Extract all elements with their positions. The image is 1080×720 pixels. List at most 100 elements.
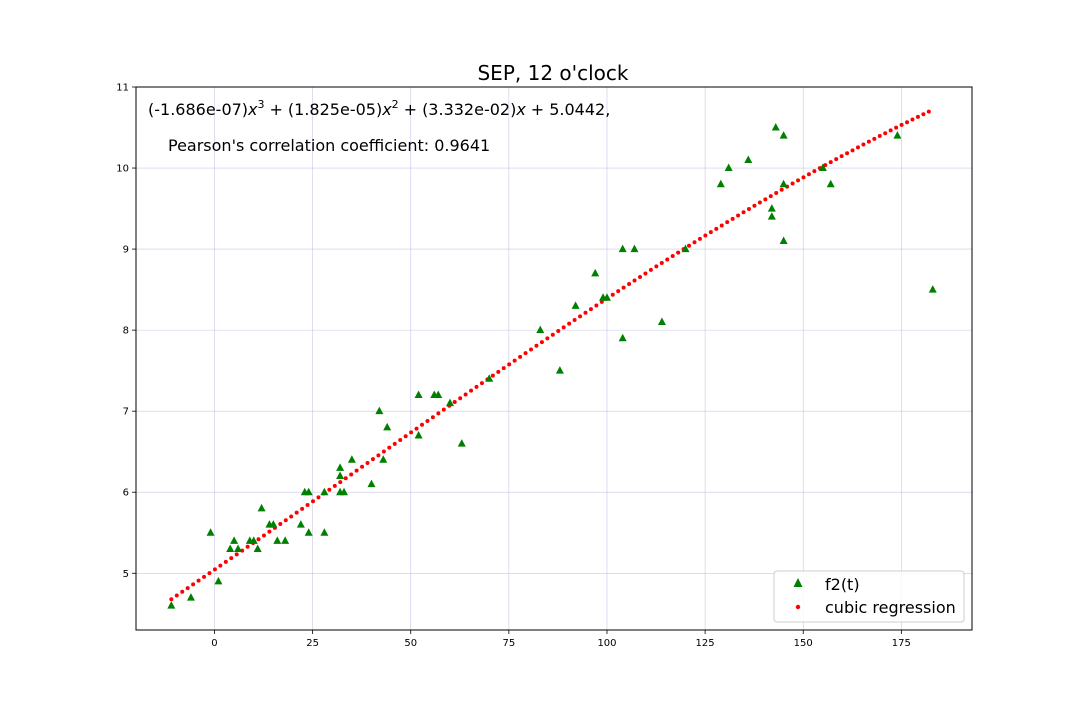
- x-tick-label: 100: [597, 638, 616, 649]
- regression-point: [730, 216, 735, 221]
- f2-point: [206, 528, 215, 536]
- regression-point: [648, 267, 653, 272]
- f2-point: [779, 236, 788, 244]
- y-tick-label: 8: [123, 326, 129, 337]
- regression-point: [518, 354, 523, 359]
- regression-point: [910, 117, 915, 122]
- regression-point: [561, 325, 566, 330]
- regression-point: [212, 567, 217, 572]
- regression-point: [774, 190, 779, 195]
- regression-point: [430, 415, 435, 420]
- f2-point: [716, 179, 725, 188]
- regression-point: [311, 499, 316, 504]
- regression-point: [452, 400, 457, 405]
- f2-point: [320, 487, 329, 496]
- f2-point: [618, 333, 627, 342]
- regression-point: [425, 418, 430, 423]
- regression-point: [550, 332, 555, 337]
- regression-point: [599, 299, 604, 304]
- f2-point: [767, 212, 776, 220]
- f2-point: [767, 204, 776, 212]
- regression-point: [757, 200, 762, 205]
- regression-point: [223, 559, 228, 564]
- regression-point: [174, 593, 179, 598]
- regression-point: [866, 139, 871, 144]
- f2-point: [347, 455, 356, 463]
- regression-point: [409, 430, 414, 435]
- regression-point: [398, 438, 403, 443]
- y-tick-label: 6: [123, 488, 129, 499]
- regression-point: [305, 503, 310, 508]
- regression-point: [256, 537, 261, 542]
- x-tick-label: 25: [306, 638, 319, 649]
- regression-point: [806, 172, 811, 177]
- regression-point: [850, 148, 855, 153]
- regression-point: [267, 529, 272, 534]
- regression-point: [779, 187, 784, 192]
- legend-label-regression: cubic regression: [825, 598, 956, 617]
- regression-point: [283, 518, 288, 523]
- regression-point: [616, 289, 621, 294]
- f2-point: [379, 455, 388, 463]
- f2-point: [320, 528, 329, 536]
- f2-point: [253, 544, 262, 552]
- regression-point: [643, 271, 648, 276]
- f2-point: [555, 366, 564, 374]
- regression-point: [261, 533, 266, 538]
- f2-point: [336, 463, 345, 471]
- regression-point: [185, 586, 190, 591]
- regression-point: [387, 445, 392, 450]
- f2-point: [375, 406, 384, 415]
- regression-point: [207, 571, 212, 576]
- equation-p2: 2: [392, 98, 399, 111]
- regression-point: [534, 343, 539, 348]
- f2-point: [414, 430, 423, 439]
- regression-point: [915, 114, 920, 119]
- regression-point: [872, 136, 877, 141]
- x-tick-label: 75: [502, 638, 515, 649]
- regression-point: [458, 396, 463, 401]
- f2-point: [657, 317, 666, 326]
- regression-point: [278, 522, 283, 527]
- regression-point: [627, 282, 632, 287]
- regression-point: [654, 264, 659, 269]
- equation-var: x: [247, 100, 258, 119]
- f2-point: [485, 374, 494, 382]
- regression-point: [687, 243, 692, 248]
- regression-point: [692, 240, 697, 245]
- regression-point: [703, 233, 708, 238]
- regression-point: [883, 131, 888, 136]
- f2-point: [273, 536, 282, 544]
- regression-point: [496, 369, 501, 374]
- f2-point: [214, 576, 223, 585]
- regression-point: [360, 464, 365, 469]
- regression-point: [719, 223, 724, 228]
- regression-point: [196, 578, 201, 583]
- regression-point: [790, 181, 795, 186]
- regression-point: [736, 213, 741, 218]
- regression-point: [823, 163, 828, 168]
- regression-point: [229, 556, 234, 561]
- f2-point: [269, 520, 278, 528]
- x-tick-label: 150: [794, 638, 813, 649]
- legend-box: [773, 570, 965, 623]
- f2-point: [304, 528, 313, 536]
- regression-point: [894, 125, 899, 130]
- y-tick-label: 9: [123, 245, 129, 256]
- regression-point: [659, 260, 664, 265]
- regression-point: [861, 142, 866, 147]
- x-axis: 0 25 50 75 100 125 150 175: [211, 630, 911, 649]
- legend-triangle-icon: [793, 578, 803, 587]
- plot-frame: [135, 86, 973, 631]
- regression-point: [523, 351, 528, 356]
- f2-point: [536, 325, 545, 334]
- f2-point: [630, 244, 639, 253]
- f2-point: [383, 422, 392, 431]
- f2-point: [779, 179, 788, 188]
- regression-point: [708, 230, 713, 235]
- regression-point: [245, 544, 250, 549]
- regression-point: [926, 109, 931, 114]
- y-axis: 5 6 7 8 9 10 11: [116, 83, 136, 580]
- f2-point: [226, 544, 235, 552]
- regression-point: [490, 373, 495, 378]
